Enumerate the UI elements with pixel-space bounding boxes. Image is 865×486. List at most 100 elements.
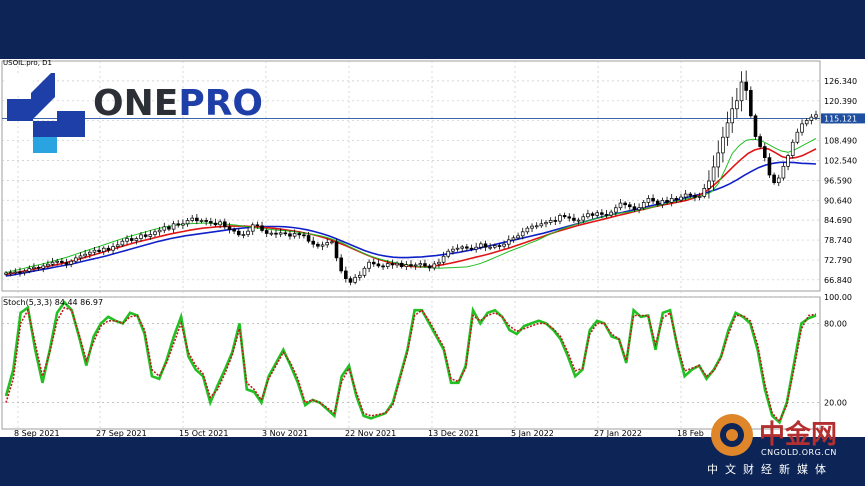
candle-body bbox=[195, 217, 199, 222]
candle-body bbox=[36, 266, 41, 269]
candle-body bbox=[707, 180, 711, 189]
price-tick-label: 72.790 bbox=[824, 256, 852, 265]
candle-body bbox=[572, 217, 576, 221]
candle-body bbox=[539, 223, 544, 227]
candle-body bbox=[330, 241, 334, 244]
candle-body bbox=[353, 276, 357, 283]
candle-body bbox=[181, 223, 185, 226]
candle-body bbox=[241, 234, 246, 236]
candle-body bbox=[469, 247, 474, 250]
candle-body bbox=[581, 216, 586, 221]
logo-text-pro: PRO bbox=[178, 83, 264, 124]
candle-body bbox=[120, 240, 125, 246]
candle-body bbox=[735, 100, 739, 110]
candle-body bbox=[423, 263, 427, 267]
candle-body bbox=[516, 235, 520, 239]
candle-body bbox=[534, 225, 539, 228]
candle-body bbox=[655, 200, 660, 206]
logo-text-one: ONE bbox=[93, 83, 179, 124]
candle-body bbox=[64, 262, 69, 265]
candle-body bbox=[646, 198, 651, 203]
candle-body bbox=[60, 260, 64, 263]
chart-canvas: 126.340120.390114.440108.490102.54096.59… bbox=[1, 59, 865, 437]
candle-body bbox=[358, 274, 362, 278]
candle-body bbox=[218, 221, 222, 226]
candle-body bbox=[753, 115, 758, 137]
candle-body bbox=[171, 223, 176, 230]
candle-body bbox=[385, 263, 390, 267]
candle-body bbox=[134, 238, 139, 241]
price-tick-label: 78.740 bbox=[824, 236, 852, 245]
candle-body bbox=[69, 260, 73, 265]
candle-body bbox=[674, 198, 679, 201]
candle-body bbox=[600, 212, 604, 215]
candle-body bbox=[320, 244, 325, 247]
candle-body bbox=[399, 262, 404, 267]
time-tick-label: 3 Nov 2021 bbox=[262, 429, 308, 437]
candle-body bbox=[367, 261, 371, 269]
candle-body bbox=[511, 237, 516, 241]
candle-body bbox=[223, 221, 227, 228]
candle-body bbox=[32, 266, 36, 269]
candle-body bbox=[297, 233, 302, 236]
candle-body bbox=[679, 196, 683, 201]
stochastic-lines bbox=[4, 300, 817, 425]
candle-body bbox=[697, 196, 702, 198]
candle-body bbox=[74, 257, 78, 262]
symbol-title: USOIL.pro, D1 bbox=[3, 59, 52, 67]
candle-body bbox=[157, 229, 162, 233]
candle-body bbox=[41, 265, 46, 269]
time-tick-label: 27 Sep 2021 bbox=[96, 429, 147, 437]
axes: 126.340120.390114.440108.490102.54096.59… bbox=[3, 59, 865, 437]
stoch-tick-label: 20.00 bbox=[824, 399, 847, 408]
candle-body bbox=[8, 272, 13, 274]
candle-body bbox=[50, 261, 55, 265]
candle-body bbox=[190, 217, 195, 221]
candle-body bbox=[148, 234, 153, 237]
candle-body bbox=[520, 231, 525, 237]
candle-body bbox=[264, 230, 269, 234]
candle-body bbox=[115, 244, 120, 247]
candle-body bbox=[83, 253, 87, 257]
stoch-tick-label: 100.00 bbox=[824, 293, 852, 302]
time-tick-label: 22 Nov 2021 bbox=[345, 429, 396, 437]
candle-body bbox=[739, 81, 744, 102]
watermark-name: 中金网 bbox=[759, 420, 838, 450]
candle-body bbox=[87, 251, 92, 255]
ma-slow-line bbox=[5, 161, 817, 277]
candle-body bbox=[106, 247, 111, 251]
candle-body bbox=[730, 108, 735, 124]
candle-body bbox=[604, 214, 609, 216]
candle-body bbox=[46, 263, 50, 267]
candle-body bbox=[441, 255, 446, 263]
candle-body bbox=[283, 232, 288, 235]
price-tick-label: 96.590 bbox=[824, 176, 852, 185]
candle-body bbox=[129, 238, 134, 241]
candle-body bbox=[427, 265, 432, 269]
candle-body bbox=[55, 260, 60, 263]
candle-body bbox=[213, 222, 218, 226]
candle-body bbox=[506, 239, 511, 245]
candle-body bbox=[376, 263, 381, 267]
candle-body bbox=[339, 257, 343, 272]
candle-body bbox=[590, 213, 595, 216]
candle-body bbox=[27, 268, 32, 272]
price-candles bbox=[4, 70, 818, 286]
candle-body bbox=[795, 131, 800, 143]
candle-body bbox=[204, 220, 208, 222]
candle-body bbox=[451, 248, 455, 252]
candle-body bbox=[288, 233, 292, 237]
candle-body bbox=[22, 270, 27, 273]
candle-body bbox=[632, 206, 637, 211]
ma-mid-line bbox=[5, 147, 817, 276]
candle-body bbox=[488, 246, 492, 249]
time-tick-label: 8 Sep 2021 bbox=[14, 429, 60, 437]
candle-body bbox=[274, 232, 278, 235]
candle-body bbox=[316, 243, 320, 247]
price-tick-label: 84.690 bbox=[824, 216, 852, 225]
candle-body bbox=[595, 212, 600, 216]
candle-body bbox=[767, 157, 772, 176]
candle-body bbox=[576, 219, 581, 222]
candle-body bbox=[13, 271, 18, 274]
candle-body bbox=[651, 198, 655, 202]
